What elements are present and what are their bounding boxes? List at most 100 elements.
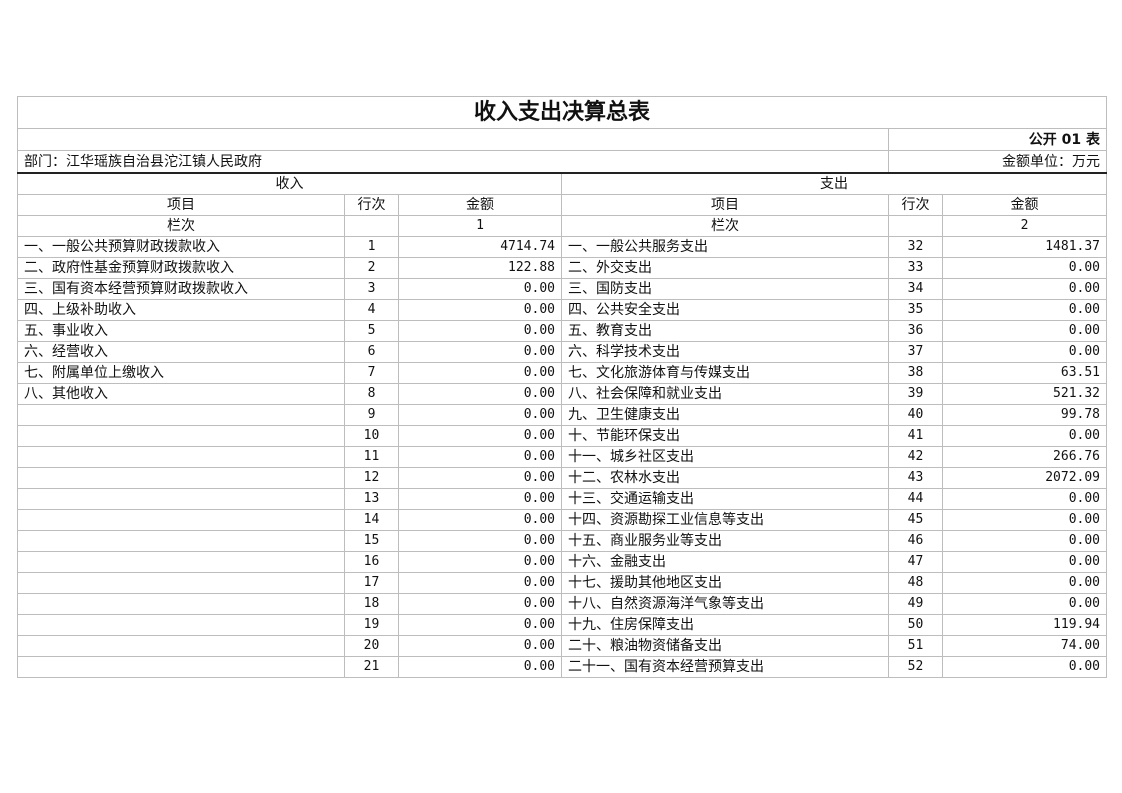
expense-amount-cell: 0.00 — [941, 257, 1108, 279]
income-line-cell: 6 — [344, 341, 399, 363]
expense-line-cell: 33 — [888, 257, 943, 279]
table-row: 六、经营收入 6 0.00 六、科学技术支出 37 0.00 — [17, 341, 1108, 363]
expense-amount-cell: 119.94 — [941, 614, 1108, 636]
income-line-cell: 20 — [344, 635, 399, 657]
expense-amount-cell: 266.76 — [941, 446, 1108, 468]
expense-item-cell: 十二、农林水支出 — [561, 467, 889, 489]
income-item-cell: 三、国有资本经营预算财政拨款收入 — [17, 278, 345, 300]
income-line-cell: 15 — [344, 530, 399, 552]
table-row: 14 0.00 十四、资源勘探工业信息等支出 45 0.00 — [17, 509, 1108, 531]
expense-amount-cell: 0.00 — [941, 488, 1108, 510]
expense-item-header: 项目 — [561, 194, 889, 216]
table-row: 11 0.00 十一、城乡社区支出 42 266.76 — [17, 446, 1108, 468]
income-item-cell — [17, 551, 345, 573]
expense-line-cell: 47 — [888, 551, 943, 573]
table-row: 七、附属单位上缴收入 7 0.00 七、文化旅游体育与传媒支出 38 63.51 — [17, 362, 1108, 384]
income-amount-cell: 122.88 — [398, 257, 562, 279]
income-line-cell: 11 — [344, 446, 399, 468]
expense-line-cell: 45 — [888, 509, 943, 531]
table-row: 16 0.00 十六、金融支出 47 0.00 — [17, 551, 1108, 573]
unit-label: 金额单位：万元 — [887, 150, 1108, 174]
income-item-cell — [17, 530, 345, 552]
expense-item-cell: 八、社会保障和就业支出 — [561, 383, 889, 405]
income-item-cell: 七、附属单位上缴收入 — [17, 362, 345, 384]
expense-item-cell: 十八、自然资源海洋气象等支出 — [561, 593, 889, 615]
expense-amount-cell: 0.00 — [941, 299, 1108, 321]
table-row: 一、一般公共预算财政拨款收入 1 4714.74 一、一般公共服务支出 32 1481.3… — [17, 236, 1108, 258]
expense-line-cell: 44 — [888, 488, 943, 510]
income-item-cell: 四、上级补助收入 — [17, 299, 345, 321]
expense-line-cell: 48 — [888, 572, 943, 594]
expense-line-cell: 51 — [888, 635, 943, 657]
blank-cell — [888, 215, 943, 237]
income-column-no: 1 — [398, 215, 562, 237]
income-line-cell: 10 — [344, 425, 399, 447]
income-item-header: 项目 — [17, 194, 345, 216]
income-line-cell: 21 — [344, 656, 399, 678]
income-item-cell — [17, 467, 345, 489]
table-row: 四、上级补助收入 4 0.00 四、公共安全支出 35 0.00 — [17, 299, 1108, 321]
income-item-cell — [17, 614, 345, 636]
expense-line-cell: 38 — [888, 362, 943, 384]
table-row: 二、政府性基金预算财政拨款收入 2 122.88 二、外交支出 33 0.00 — [17, 257, 1108, 279]
income-amount-cell: 0.00 — [398, 404, 562, 426]
income-item-cell — [17, 509, 345, 531]
income-amount-cell: 0.00 — [398, 551, 562, 573]
form-code: 公开 01 表 — [887, 128, 1108, 151]
income-line-cell: 2 — [344, 257, 399, 279]
table-row: 13 0.00 十三、交通运输支出 44 0.00 — [17, 488, 1108, 510]
expense-section-header: 支出 — [560, 172, 1108, 195]
table-row: 18 0.00 十八、自然资源海洋气象等支出 49 0.00 — [17, 593, 1108, 615]
income-amount-cell: 0.00 — [398, 509, 562, 531]
expense-line-cell: 40 — [888, 404, 943, 426]
expense-line-cell: 34 — [888, 278, 943, 300]
expense-item-cell: 十一、城乡社区支出 — [561, 446, 889, 468]
income-amount-cell: 0.00 — [398, 362, 562, 384]
income-amount-cell: 0.00 — [398, 341, 562, 363]
income-line-cell: 16 — [344, 551, 399, 573]
table-row: 12 0.00 十二、农林水支出 43 2072.09 — [17, 467, 1108, 489]
income-line-cell: 14 — [344, 509, 399, 531]
expense-item-cell: 十、节能环保支出 — [561, 425, 889, 447]
income-amount-cell: 0.00 — [398, 278, 562, 300]
income-item-cell — [17, 572, 345, 594]
expense-item-cell: 四、公共安全支出 — [561, 299, 889, 321]
income-amount-cell: 4714.74 — [398, 236, 562, 258]
expense-amount-cell: 63.51 — [941, 362, 1108, 384]
expense-amount-cell: 521.32 — [941, 383, 1108, 405]
income-item-cell — [17, 488, 345, 510]
income-item-cell — [17, 425, 345, 447]
expense-item-cell: 十六、金融支出 — [561, 551, 889, 573]
income-item-cell — [17, 635, 345, 657]
table-row: 17 0.00 十七、援助其他地区支出 48 0.00 — [17, 572, 1108, 594]
expense-amount-cell: 0.00 — [941, 656, 1108, 678]
table-row: 10 0.00 十、节能环保支出 41 0.00 — [17, 425, 1108, 447]
expense-item-cell: 五、教育支出 — [561, 320, 889, 342]
blank-cell — [17, 128, 889, 151]
income-item-cell — [17, 656, 345, 678]
table-row: 三、国有资本经营预算财政拨款收入 3 0.00 三、国防支出 34 0.00 — [17, 278, 1108, 300]
expense-item-cell: 一、一般公共服务支出 — [561, 236, 889, 258]
expense-amount-cell: 0.00 — [941, 341, 1108, 363]
income-amount-cell: 0.00 — [398, 635, 562, 657]
income-amount-cell: 0.00 — [398, 614, 562, 636]
expense-column-no-label: 栏次 — [561, 215, 889, 237]
expense-item-cell: 二十、粮油物资储备支出 — [561, 635, 889, 657]
income-amount-cell: 0.00 — [398, 299, 562, 321]
expense-line-cell: 49 — [888, 593, 943, 615]
income-item-cell — [17, 446, 345, 468]
income-amount-cell: 0.00 — [398, 593, 562, 615]
expense-item-cell: 十四、资源勘探工业信息等支出 — [561, 509, 889, 531]
income-item-cell: 五、事业收入 — [17, 320, 345, 342]
expense-item-cell: 九、卫生健康支出 — [561, 404, 889, 426]
expense-item-cell: 二、外交支出 — [561, 257, 889, 279]
expense-line-cell: 35 — [888, 299, 943, 321]
income-line-cell: 5 — [344, 320, 399, 342]
table-row: 9 0.00 九、卫生健康支出 40 99.78 — [17, 404, 1108, 426]
income-amount-cell: 0.00 — [398, 383, 562, 405]
income-amount-cell: 0.00 — [398, 467, 562, 489]
income-item-cell: 一、一般公共预算财政拨款收入 — [17, 236, 345, 258]
income-amount-cell: 0.00 — [398, 656, 562, 678]
income-amount-cell: 0.00 — [398, 320, 562, 342]
expense-line-header: 行次 — [888, 194, 943, 216]
